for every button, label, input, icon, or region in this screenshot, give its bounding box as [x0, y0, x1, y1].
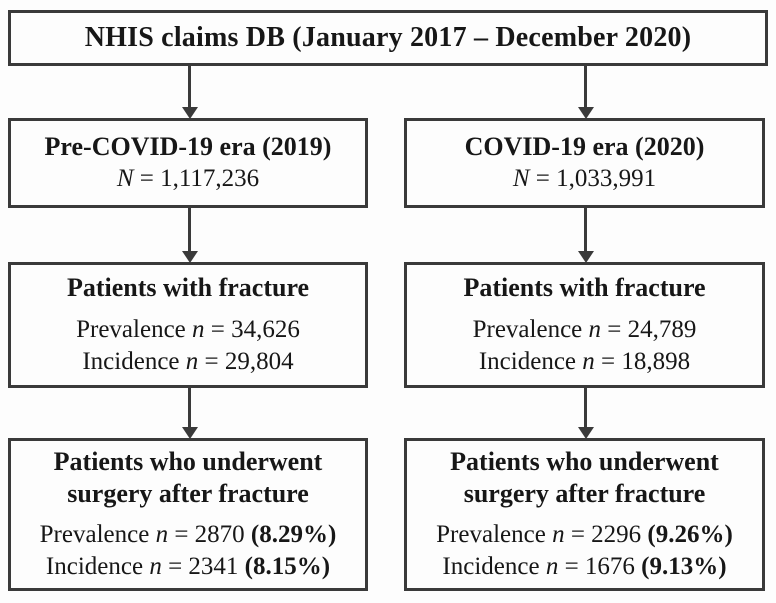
- prevalence-percent: (8.29%): [250, 521, 337, 549]
- flow-arrow-top-left: [188, 66, 191, 108]
- prevalence-label: Prevalence: [436, 521, 553, 549]
- flow-arrow-mid-right: [584, 208, 587, 252]
- n-value: = 1,033,991: [529, 164, 657, 192]
- prevalence-value: = 2296: [564, 521, 648, 549]
- n-symbol: n: [185, 347, 199, 375]
- incidence-label: Incidence: [45, 553, 150, 581]
- era-box-precovid: Pre-COVID-19 era (2019) N = 1,117,236: [8, 118, 368, 208]
- incidence-line: Incidence n = 18,898: [479, 346, 690, 378]
- n-symbol: N: [512, 164, 530, 192]
- prevalence-value: = 34,626: [204, 315, 300, 343]
- incidence-percent: (8.15%): [244, 553, 331, 581]
- surgery-heading: Patients who underwent surgery after fra…: [450, 446, 719, 508]
- era-heading: Pre-COVID-19 era (2019): [44, 132, 332, 162]
- prevalence-value: = 24,789: [601, 315, 697, 343]
- fracture-heading: Patients with fracture: [463, 273, 706, 303]
- source-db-title: NHIS claims DB (January 2017 – December …: [84, 22, 692, 53]
- flow-arrow-top-right: [584, 66, 587, 108]
- era-heading: COVID-19 era (2020): [464, 132, 705, 162]
- incidence-line: Incidence n = 2341 (8.15%): [46, 551, 330, 583]
- flow-arrow-bottom-right: [584, 388, 587, 428]
- n-symbol: n: [588, 315, 602, 343]
- incidence-value: = 2341: [161, 553, 245, 581]
- incidence-label: Incidence: [82, 347, 186, 375]
- prevalence-line: Prevalence n = 34,626: [76, 314, 300, 346]
- n-symbol: n: [582, 347, 595, 375]
- incidence-label: Incidence: [442, 553, 546, 581]
- n-symbol: n: [545, 553, 559, 581]
- prevalence-percent: (9.26%): [647, 521, 733, 549]
- incidence-line: Incidence n = 1676 (9.13%): [442, 551, 726, 583]
- incidence-value: = 1676: [558, 553, 642, 581]
- flow-arrow-mid-left: [188, 208, 191, 252]
- era-box-covid: COVID-19 era (2020) N = 1,033,991: [404, 118, 765, 208]
- era-n-line: N = 1,117,236: [117, 163, 259, 195]
- n-symbol: n: [155, 521, 169, 549]
- n-symbol: n: [149, 553, 162, 581]
- surgery-heading: Patients who underwent surgery after fra…: [53, 446, 323, 508]
- source-db-box: NHIS claims DB (January 2017 – December …: [8, 10, 768, 66]
- prevalence-line: Prevalence n = 2296 (9.26%): [436, 519, 733, 551]
- n-symbol: n: [192, 315, 205, 343]
- prevalence-line: Prevalence n = 24,789: [473, 314, 697, 346]
- fracture-heading: Patients with fracture: [66, 273, 310, 303]
- n-symbol: N: [116, 164, 134, 192]
- prevalence-label: Prevalence: [76, 315, 193, 343]
- era-n-line: N = 1,033,991: [513, 163, 656, 195]
- prevalence-label: Prevalence: [39, 521, 156, 549]
- incidence-percent: (9.13%): [641, 553, 727, 581]
- n-symbol: n: [552, 521, 565, 549]
- incidence-line: Incidence n = 29,804: [82, 346, 293, 378]
- fracture-box-precovid: Patients with fracture Prevalence n = 34…: [8, 262, 368, 388]
- incidence-value: = 18,898: [594, 347, 691, 375]
- n-value: = 1,117,236: [133, 164, 260, 192]
- fracture-box-covid: Patients with fracture Prevalence n = 24…: [404, 262, 765, 388]
- prevalence-value: = 2870: [168, 521, 251, 549]
- surgery-box-precovid: Patients who underwent surgery after fra…: [8, 438, 368, 591]
- surgery-box-covid: Patients who underwent surgery after fra…: [404, 438, 765, 591]
- prevalence-label: Prevalence: [472, 315, 589, 343]
- incidence-label: Incidence: [478, 347, 583, 375]
- prevalence-line: Prevalence n = 2870 (8.29%): [40, 519, 337, 551]
- flow-arrow-bottom-left: [188, 388, 191, 428]
- incidence-value: = 29,804: [198, 347, 294, 375]
